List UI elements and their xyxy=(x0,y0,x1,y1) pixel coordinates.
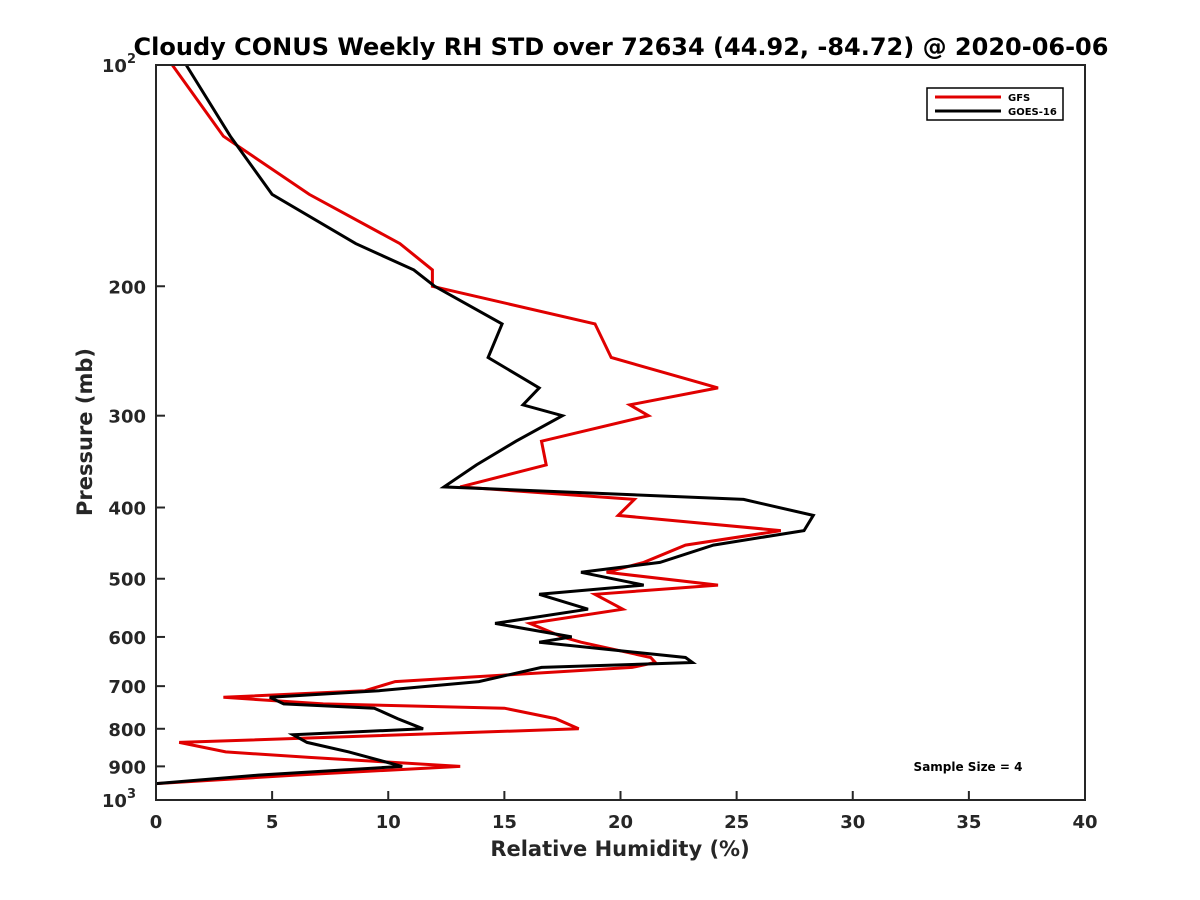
y-tick-label: 700 xyxy=(108,677,146,698)
x-tick-label: 25 xyxy=(724,812,749,833)
y-tick-label: 200 xyxy=(108,277,146,298)
x-tick-label: 0 xyxy=(150,812,163,833)
y-tick-label: 102 xyxy=(102,52,136,77)
series-line-0 xyxy=(155,64,782,786)
y-tick-label: 500 xyxy=(108,570,146,591)
y-tick-base: 10 xyxy=(102,791,127,812)
x-tick-label: 5 xyxy=(266,812,279,833)
chart-title: Cloudy CONUS Weekly RH STD over 72634 (4… xyxy=(134,33,1109,61)
x-tick-label: 35 xyxy=(956,812,981,833)
x-tick-label: 15 xyxy=(492,812,517,833)
y-tick-label: 600 xyxy=(108,628,146,649)
y-tick-exponent: 2 xyxy=(127,52,136,67)
legend-label-1: GOES-16 xyxy=(1008,107,1057,118)
x-tick-label: 10 xyxy=(376,812,401,833)
x-tick-label: 30 xyxy=(840,812,865,833)
y-axis-label: Pressure (mb) xyxy=(73,348,97,516)
y-tick-label: 900 xyxy=(108,757,146,778)
y-tick-exponent: 3 xyxy=(127,787,136,802)
x-tick-label: 40 xyxy=(1072,812,1097,833)
y-tick-label: 400 xyxy=(108,499,146,520)
x-axis-ticks: 0 5 10 15 20 25 30 35 40 xyxy=(150,791,1098,833)
series-layer xyxy=(155,64,816,786)
sample-size-annotation: Sample Size = 4 xyxy=(914,760,1023,774)
x-axis-label: Relative Humidity (%) xyxy=(490,837,749,861)
legend: GFS GOES-16 xyxy=(926,87,1064,121)
legend-label-0: GFS xyxy=(1008,93,1030,104)
y-tick-label: 800 xyxy=(108,720,146,741)
series-line-1 xyxy=(155,64,816,786)
y-tick-label: 103 xyxy=(102,787,136,812)
x-tick-label: 20 xyxy=(608,812,633,833)
y-tick-base: 10 xyxy=(102,56,127,77)
legend-box xyxy=(926,87,1064,121)
y-tick-label: 300 xyxy=(108,407,146,428)
